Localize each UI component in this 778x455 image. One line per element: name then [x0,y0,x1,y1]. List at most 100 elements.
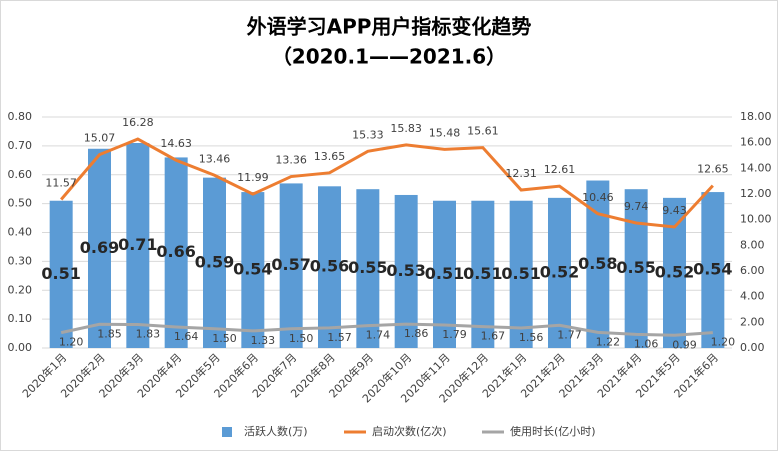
chart-title: 外语学习APP用户指标变化趋势 [247,15,532,39]
line-value-label: 1.22 [596,335,621,348]
bar [356,189,380,348]
bar [241,192,265,348]
line-value-label: 13.46 [199,152,231,165]
line-value-label: 1.50 [289,332,314,345]
bar [394,194,418,348]
y2-tick-label: 8.00 [740,238,765,251]
y2-tick-label: 6.00 [740,264,765,277]
bar-value-label: 0.53 [386,261,425,280]
line-value-label: 1.20 [59,336,84,349]
y-tick-label: 0.00 [8,341,33,354]
line-value-label: 1.67 [481,330,506,343]
bar-value-label: 0.58 [578,254,617,273]
bar [624,189,648,348]
bar [509,200,533,348]
bar [49,200,73,348]
y2-tick-label: 4.00 [740,290,765,303]
line-value-label: 1.74 [366,329,391,342]
bar [701,192,725,348]
legend-label: 使用时长(亿小时) [510,425,596,438]
line-value-label: 9.74 [624,200,649,213]
y-tick-label: 0.30 [8,254,33,267]
y-tick-label: 0.20 [8,283,33,296]
bar-value-label: 0.59 [195,252,234,271]
line-value-label: 10.46 [582,191,614,204]
line-value-label: 11.57 [45,177,77,190]
y2-tick-label: 2.00 [740,315,765,328]
bar [318,186,341,348]
line-value-label: 1.56 [519,331,544,344]
line-value-label: 15.83 [390,122,422,135]
line-value-label: 1.77 [557,328,582,341]
bar-value-label: 0.54 [693,260,732,279]
line-value-label: 15.33 [352,128,384,141]
line-value-label: 11.99 [237,171,269,184]
y2-tick-label: 18.00 [740,110,772,123]
line-value-label: 13.65 [314,150,346,163]
line-value-label: 1.50 [212,332,237,345]
line-value-label: 1.85 [97,327,122,340]
y-tick-label: 0.80 [8,110,33,123]
bar-value-label: 0.52 [540,262,579,281]
line-value-label: 1.86 [404,327,429,340]
y-tick-label: 0.70 [8,139,33,152]
bar-value-label: 0.51 [425,264,464,283]
line-value-label: 15.48 [429,126,461,139]
line-value-label: 1.79 [442,328,467,341]
y2-tick-label: 0.00 [740,341,765,354]
bar-value-label: 0.71 [118,235,157,254]
bar [433,200,456,348]
y2-tick-label: 10.00 [740,213,772,226]
y-tick-label: 0.60 [8,168,33,181]
bar-value-label: 0.52 [655,262,694,281]
y-tick-label: 0.50 [8,197,33,210]
legend-label: 活跃人数(万) [244,424,308,438]
legend-swatch [222,427,232,437]
bar [586,180,610,348]
line [60,322,713,337]
line-value-label: 1.57 [327,331,352,344]
bar [279,183,303,348]
line-value-label: 1.64 [174,330,199,343]
bar-value-label: 0.69 [80,238,119,257]
line-value-label: 15.61 [467,125,499,138]
bar-value-label: 0.66 [156,242,195,261]
y2-tick-label: 14.00 [740,161,772,174]
y-tick-label: 0.40 [8,226,33,239]
line-value-label: 1.06 [634,337,659,350]
line-value-label: 1.33 [251,334,276,347]
bar-value-label: 0.57 [271,255,310,274]
line-value-label: 12.61 [544,163,576,176]
bar [548,197,571,348]
line [60,137,714,229]
bar-value-label: 0.51 [463,264,502,283]
line-value-label: 13.36 [275,154,307,167]
y-tick-label: 0.10 [8,312,33,325]
line-value-label: 0.99 [672,338,697,351]
line-value-label: 16.28 [122,116,154,129]
bar [663,197,686,348]
line-value-label: 12.65 [697,163,729,176]
bar-value-label: 0.51 [501,264,540,283]
line-value-label: 1.20 [711,336,736,349]
line-value-label: 1.83 [136,328,161,341]
bar-value-label: 0.56 [310,257,349,276]
y2-tick-label: 12.00 [740,187,772,200]
bar [471,200,495,348]
bar-value-label: 0.54 [233,260,272,279]
line-value-label: 9.43 [662,204,687,217]
line-value-label: 15.07 [84,132,116,145]
line-value-label: 14.63 [160,137,192,150]
bar-value-label: 0.55 [348,258,387,277]
bar [88,148,111,348]
line-value-label: 12.31 [505,167,537,180]
bar [126,142,150,348]
bar-value-label: 0.51 [41,264,80,283]
chart-subtitle: （2020.1——2021.6） [272,45,506,69]
legend-label: 启动次数(亿次) [372,424,447,438]
y2-tick-label: 16.00 [740,136,772,149]
bar-value-label: 0.55 [616,258,655,277]
bar [164,157,188,348]
bar [203,177,226,348]
